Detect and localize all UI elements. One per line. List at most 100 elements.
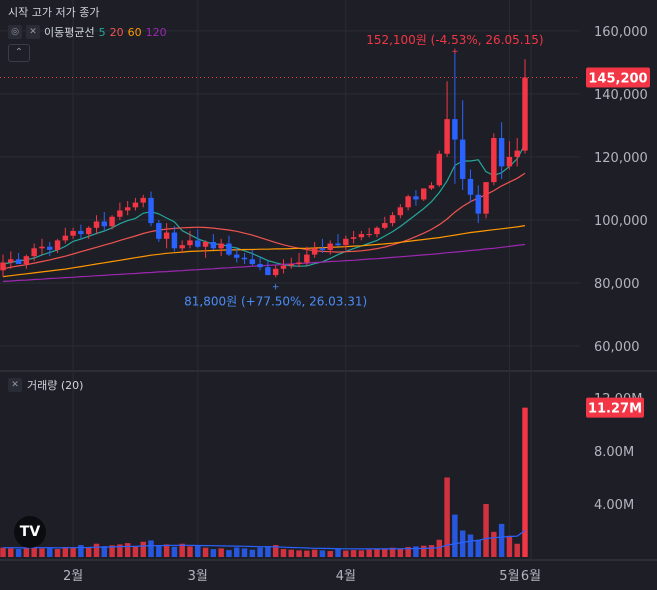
price-tick-label: 100,000 [594, 214, 648, 229]
volume-bar [93, 543, 100, 557]
candle-body [366, 234, 372, 236]
indicator-legend: ◎ ✕ 이동평균선 5 20 60 120 [8, 24, 167, 40]
candle-body [101, 221, 108, 227]
volume-bar [413, 546, 419, 557]
candle-body [179, 245, 185, 249]
time-tick-label: 5월 [499, 569, 519, 584]
candle-body [148, 197, 154, 224]
candle-body [0, 262, 6, 271]
volume-bar [171, 546, 178, 557]
volume-bar [15, 549, 22, 557]
candle-body [358, 234, 365, 238]
low-annotation: 81,800원 (+77.50%, 26.03.31) [184, 294, 367, 308]
candle-body [374, 227, 380, 235]
price-tick-label: 120,000 [594, 151, 648, 166]
candle-body [335, 243, 341, 246]
time-tick-label: 4월 [336, 569, 356, 584]
volume-bar [70, 547, 76, 557]
volume-bar [241, 548, 248, 557]
volume-bar [506, 535, 513, 557]
volume-bar [156, 545, 162, 557]
candle-body [85, 227, 92, 235]
candle-body [272, 268, 279, 276]
candle-body [202, 241, 209, 247]
candle-body [226, 243, 232, 255]
last-volume-label: 11.27M [588, 402, 642, 417]
volume-bar [304, 550, 310, 557]
volume-bar [335, 548, 341, 557]
candle-body [304, 254, 310, 263]
time-tick-label: 2월 [63, 569, 83, 584]
ma-5-line [2, 144, 526, 267]
volume-bar [249, 549, 256, 557]
candle-body [62, 235, 69, 241]
candle-body [436, 153, 443, 186]
candle-body [498, 138, 505, 167]
high-annotation: 152,100원 (-4.53%, 26.05.15) [366, 33, 543, 47]
candle-body [343, 238, 349, 246]
volume-bar [195, 545, 201, 557]
candle-body [70, 230, 76, 236]
volume-bar [444, 477, 450, 557]
time-tick-label: 6월 [521, 569, 541, 584]
candle-body [382, 223, 388, 228]
time-tick-label: 3월 [188, 569, 208, 584]
candle-body [54, 240, 61, 250]
volume-bar [397, 548, 404, 557]
volume-bar [8, 548, 14, 557]
candle-body [257, 264, 263, 268]
candle-body [249, 259, 256, 265]
volume-bar [117, 544, 123, 557]
candle-body [31, 248, 37, 257]
close-icon[interactable]: ✕ [26, 25, 40, 39]
tradingview-logo[interactable]: TV [14, 516, 46, 548]
volume-bar [498, 523, 505, 557]
candle-body [140, 197, 146, 203]
price-tick-label: 160,000 [594, 25, 648, 40]
ma-120-line [2, 243, 526, 282]
chevron-up-icon[interactable]: ⌃ [8, 44, 30, 62]
eye-hidden-icon[interactable]: ◎ [8, 25, 22, 39]
ma-120-label: 120 [145, 25, 167, 39]
volume-bar [62, 547, 69, 557]
volume-bar [483, 504, 489, 557]
volume-bar [350, 550, 357, 557]
volume-bar [389, 547, 396, 557]
candle-body [241, 257, 248, 260]
price-tick-label: 140,000 [594, 88, 648, 103]
volume-bar [459, 530, 466, 557]
close-icon[interactable]: ✕ [8, 378, 22, 392]
volume-bar [132, 546, 139, 557]
volume-bar [491, 531, 497, 557]
price-tick-label: 80,000 [594, 277, 640, 292]
last-price-label: 145,200 [588, 72, 647, 87]
volume-bar [467, 534, 474, 557]
volume-bar [218, 548, 224, 557]
candle-body [8, 259, 14, 263]
volume-bar [54, 549, 61, 557]
candle-body [389, 215, 396, 224]
candle-body [117, 210, 123, 217]
ma-5-label: 5 [98, 25, 106, 39]
volume-bar [272, 545, 279, 557]
candle-body [15, 259, 22, 265]
volume-bar [78, 545, 84, 557]
candle-body [265, 267, 271, 276]
price-tick-label: 60,000 [594, 340, 640, 355]
volume-bar [522, 407, 528, 557]
volume-bar [47, 547, 53, 557]
volume-bars [0, 407, 528, 557]
volume-bar [210, 549, 217, 557]
volume-bar [140, 541, 146, 557]
volume-bar [257, 547, 263, 557]
grid [0, 0, 657, 561]
candle-body [47, 246, 53, 250]
last-price-badge [586, 67, 650, 88]
volume-bar [0, 547, 6, 557]
candle-body [444, 119, 450, 154]
candle-body [514, 150, 520, 157]
volume-bar [179, 543, 185, 557]
volume-bar [39, 548, 45, 557]
